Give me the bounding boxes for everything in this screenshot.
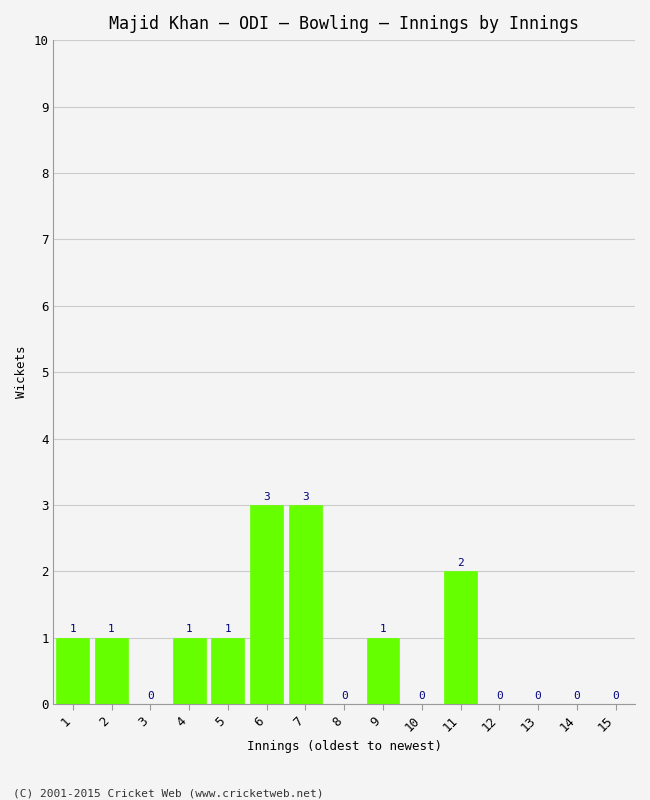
Text: 0: 0 [573,691,580,701]
Text: 2: 2 [457,558,464,568]
Bar [57,638,89,704]
Text: 0: 0 [496,691,502,701]
Bar [367,638,400,704]
Text: 0: 0 [341,691,348,701]
Bar [444,571,477,704]
Text: 1: 1 [380,625,386,634]
X-axis label: Innings (oldest to newest): Innings (oldest to newest) [247,740,442,753]
Title: Majid Khan – ODI – Bowling – Innings by Innings: Majid Khan – ODI – Bowling – Innings by … [109,15,579,33]
Text: 0: 0 [147,691,153,701]
Text: 3: 3 [302,492,309,502]
Text: 0: 0 [419,691,425,701]
Text: 1: 1 [108,625,115,634]
Text: 1: 1 [186,625,192,634]
Text: 1: 1 [70,625,76,634]
Text: (C) 2001-2015 Cricket Web (www.cricketweb.net): (C) 2001-2015 Cricket Web (www.cricketwe… [13,788,324,798]
Y-axis label: Wickets: Wickets [15,346,28,398]
Text: 3: 3 [263,492,270,502]
Text: 0: 0 [612,691,619,701]
Bar [250,505,283,704]
Bar [289,505,322,704]
Bar [211,638,244,704]
Text: 0: 0 [535,691,541,701]
Bar [173,638,205,704]
Text: 1: 1 [224,625,231,634]
Bar [95,638,128,704]
